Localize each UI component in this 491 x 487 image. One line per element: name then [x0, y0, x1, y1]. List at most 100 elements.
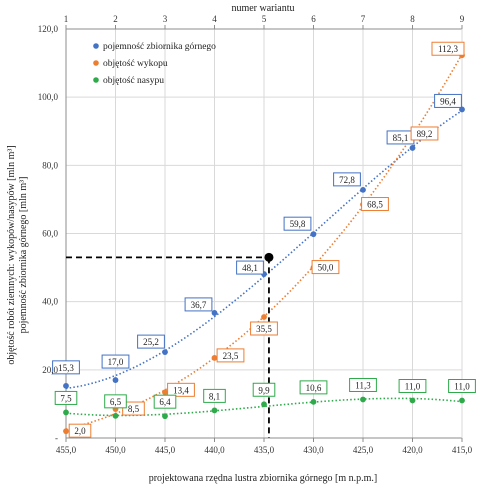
legend-marker-nasyp — [93, 77, 99, 83]
data-label-box-series-2 — [252, 382, 276, 397]
data-label-series-0: 17,0 — [108, 357, 124, 367]
y-tick-label: 60,0 — [42, 229, 58, 239]
data-label-series-0: 48,1 — [242, 263, 258, 273]
data-label-box-series-0 — [283, 216, 312, 231]
data-point-series-0 — [360, 186, 366, 193]
data-point-series-0 — [409, 145, 416, 151]
y-tick-label: 80,0 — [42, 160, 58, 170]
data-label-box-series-1 — [361, 197, 389, 212]
x-tick-label: 445,0 — [155, 445, 176, 455]
data-label-series-1: 50,0 — [318, 263, 334, 273]
y-tick-label: 40,0 — [42, 297, 58, 307]
data-label-series-1: 8,5 — [128, 404, 140, 414]
data-label-series-0: 85,1 — [393, 133, 409, 143]
gridlines — [65, 28, 463, 438]
data-label-box-series-1 — [167, 382, 195, 397]
data-label-box-series-1 — [431, 41, 465, 56]
data-label-series-2: 6,4 — [159, 397, 171, 407]
data-label-box-series-2 — [153, 394, 177, 409]
x-tick-label: 440,0 — [204, 445, 225, 455]
data-label-series-0: 15,3 — [58, 363, 74, 373]
data-point-series-0 — [112, 377, 119, 383]
data-label-box-series-0 — [52, 360, 80, 375]
data-point-series-0 — [162, 349, 168, 356]
y-tick-label: 100,0 — [38, 92, 59, 102]
reference-lines — [66, 252, 274, 438]
data-point-series-0 — [211, 310, 218, 316]
data-label-series-1: 35,5 — [256, 324, 272, 334]
data-label-box-series-1 — [250, 321, 278, 336]
top-tick-label: 9 — [460, 14, 465, 24]
data-point-series-2 — [211, 407, 218, 414]
data-label-series-0: 72,8 — [339, 175, 355, 185]
data-point-series-2 — [63, 409, 69, 416]
legend-label-nasyp: objętość nasypu — [103, 76, 164, 86]
data-label-series-2: 11,0 — [454, 382, 470, 392]
data-label-box-series-1 — [122, 401, 145, 416]
data-label-box-series-1 — [311, 260, 340, 275]
data-label-series-0: 25,2 — [143, 337, 159, 347]
top-tick-label: 6 — [311, 14, 316, 24]
data-label-box-series-0 — [137, 334, 165, 349]
data-label-box-series-2 — [54, 390, 78, 405]
y-tick-label: 20,0 — [42, 365, 58, 375]
legend-marker-pojemnosc — [93, 43, 99, 49]
data-label-box-series-2 — [203, 388, 226, 403]
top-tick-label: 5 — [262, 14, 267, 24]
top-tick-label: 3 — [163, 14, 168, 24]
legend-label-pojemnosc: pojemność zbiornika górnego — [103, 42, 216, 52]
x-tick-label: 430,0 — [303, 445, 324, 455]
data-label-series-2: 7,5 — [60, 393, 72, 403]
tick-labels: - 20,0 40,0 60,0 80,0 100,0 120,0 455,0 4 50,0 445… — [38, 14, 473, 455]
data-point-series-1 — [211, 355, 218, 361]
data-label-series-2: 6,5 — [110, 397, 122, 407]
data-label-series-0: 36,7 — [191, 300, 207, 310]
data-label-box-series-1 — [410, 126, 439, 141]
data-label-series-2: 11,0 — [405, 382, 421, 392]
data-label-series-2: 10,6 — [306, 383, 322, 393]
legend-marker-wykop — [93, 60, 99, 66]
data-point-series-1 — [162, 389, 168, 396]
x-tick-label: 425,0 — [353, 445, 374, 455]
data-point-series-1 — [261, 314, 267, 320]
y-tick-label: 120,0 — [38, 24, 59, 34]
top-tick-label: 4 — [212, 14, 217, 24]
top-tick-label: 7 — [361, 14, 366, 24]
y-tick-label: - — [55, 433, 58, 443]
legend-label-wykop: objętość wykopu — [103, 59, 168, 69]
data-point-series-2 — [162, 413, 168, 420]
data-point-series-0 — [63, 382, 69, 389]
data-label-box-series-0 — [101, 354, 130, 369]
legend: pojemność zbiornika górnego objętość wyk… — [93, 42, 216, 86]
data-label-box-series-2 — [104, 394, 127, 409]
data-label-series-2: 8,1 — [209, 391, 220, 401]
data-label-box-series-2 — [398, 379, 427, 394]
data-label-series-2: 9,9 — [258, 385, 270, 395]
data-point-series-2 — [310, 398, 317, 405]
data-label-series-1: 112,3 — [438, 44, 458, 54]
data-label-series-0: 96,4 — [440, 96, 456, 106]
data-labels: 15,3 17,0 25,2 36,7 48,1 59,8 72,8 85,1 96,4 2,0 8… — [52, 41, 476, 438]
data-label-box-series-1 — [68, 423, 92, 438]
trendline-series-2 — [65, 397, 463, 417]
data-point-series-0 — [310, 231, 317, 238]
data-point-series-2 — [261, 401, 267, 408]
data-label-series-1: 23,5 — [223, 351, 239, 361]
top-tick-label: 8 — [410, 14, 415, 24]
data-label-box-series-0 — [184, 297, 213, 312]
data-label-box-series-2 — [299, 380, 328, 395]
x-tick-label: 455,0 — [56, 445, 77, 455]
data-label-box-series-0 — [333, 172, 361, 187]
data-label-box-series-1 — [216, 348, 245, 363]
top-axis-title: numer wariantu — [231, 3, 294, 14]
data-point-series-2 — [409, 397, 416, 404]
data-label-box-series-0 — [236, 260, 264, 275]
y-axis-title-line-2: pojemność zbiornika górnego [mln m³] — [18, 177, 29, 334]
data-label-series-1: 13,4 — [173, 385, 189, 395]
data-point-series-2 — [112, 412, 119, 419]
x-tick-label: 420,0 — [402, 445, 423, 455]
data-label-box-series-2 — [448, 379, 476, 394]
data-point-series-2 — [459, 397, 465, 404]
x-tick-label: 435,0 — [254, 445, 275, 455]
